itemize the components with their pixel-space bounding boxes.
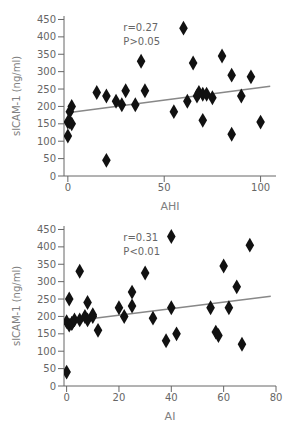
html-text:P<0.01: P<0.01 bbox=[123, 245, 160, 257]
svg-text:250: 250 bbox=[37, 294, 56, 305]
svg-text:0: 0 bbox=[50, 171, 56, 182]
svg-text:200: 200 bbox=[37, 311, 56, 322]
svg-text:0: 0 bbox=[50, 381, 56, 392]
svg-text:sICAM-1 (ng/ml): sICAM-1 (ng/ml) bbox=[11, 56, 22, 136]
html-text:r=0.27: r=0.27 bbox=[123, 21, 159, 33]
svg-text:100: 100 bbox=[251, 182, 270, 193]
svg-text:AI: AI bbox=[165, 410, 176, 423]
svg-text:sICAM-1 (ng/ml): sICAM-1 (ng/ml) bbox=[11, 266, 22, 346]
svg-text:60: 60 bbox=[217, 392, 230, 403]
svg-text:450: 450 bbox=[37, 14, 56, 25]
svg-text:300: 300 bbox=[37, 276, 56, 287]
svg-text:450: 450 bbox=[37, 224, 56, 235]
svg-text:100: 100 bbox=[37, 136, 56, 147]
svg-text:50: 50 bbox=[43, 153, 56, 164]
svg-text:400: 400 bbox=[37, 31, 56, 42]
svg-text:20: 20 bbox=[113, 392, 126, 403]
svg-text:40: 40 bbox=[165, 392, 178, 403]
svg-text:150: 150 bbox=[37, 118, 56, 129]
svg-text:400: 400 bbox=[37, 241, 56, 252]
svg-text:50: 50 bbox=[43, 363, 56, 374]
svg-text:AHI: AHI bbox=[160, 200, 179, 213]
svg-text:350: 350 bbox=[37, 259, 56, 270]
svg-text:80: 80 bbox=[270, 392, 283, 403]
svg-text:200: 200 bbox=[37, 101, 56, 112]
html-text:r=0.31: r=0.31 bbox=[123, 231, 159, 243]
svg-text:0: 0 bbox=[65, 182, 71, 193]
html-text:P>0.05: P>0.05 bbox=[123, 35, 160, 47]
svg-text:0: 0 bbox=[63, 392, 69, 403]
svg-text:150: 150 bbox=[37, 328, 56, 339]
svg-text:250: 250 bbox=[37, 84, 56, 95]
svg-text:350: 350 bbox=[37, 49, 56, 60]
svg-text:100: 100 bbox=[37, 346, 56, 357]
svg-text:50: 50 bbox=[158, 182, 171, 193]
svg-text:300: 300 bbox=[37, 66, 56, 77]
